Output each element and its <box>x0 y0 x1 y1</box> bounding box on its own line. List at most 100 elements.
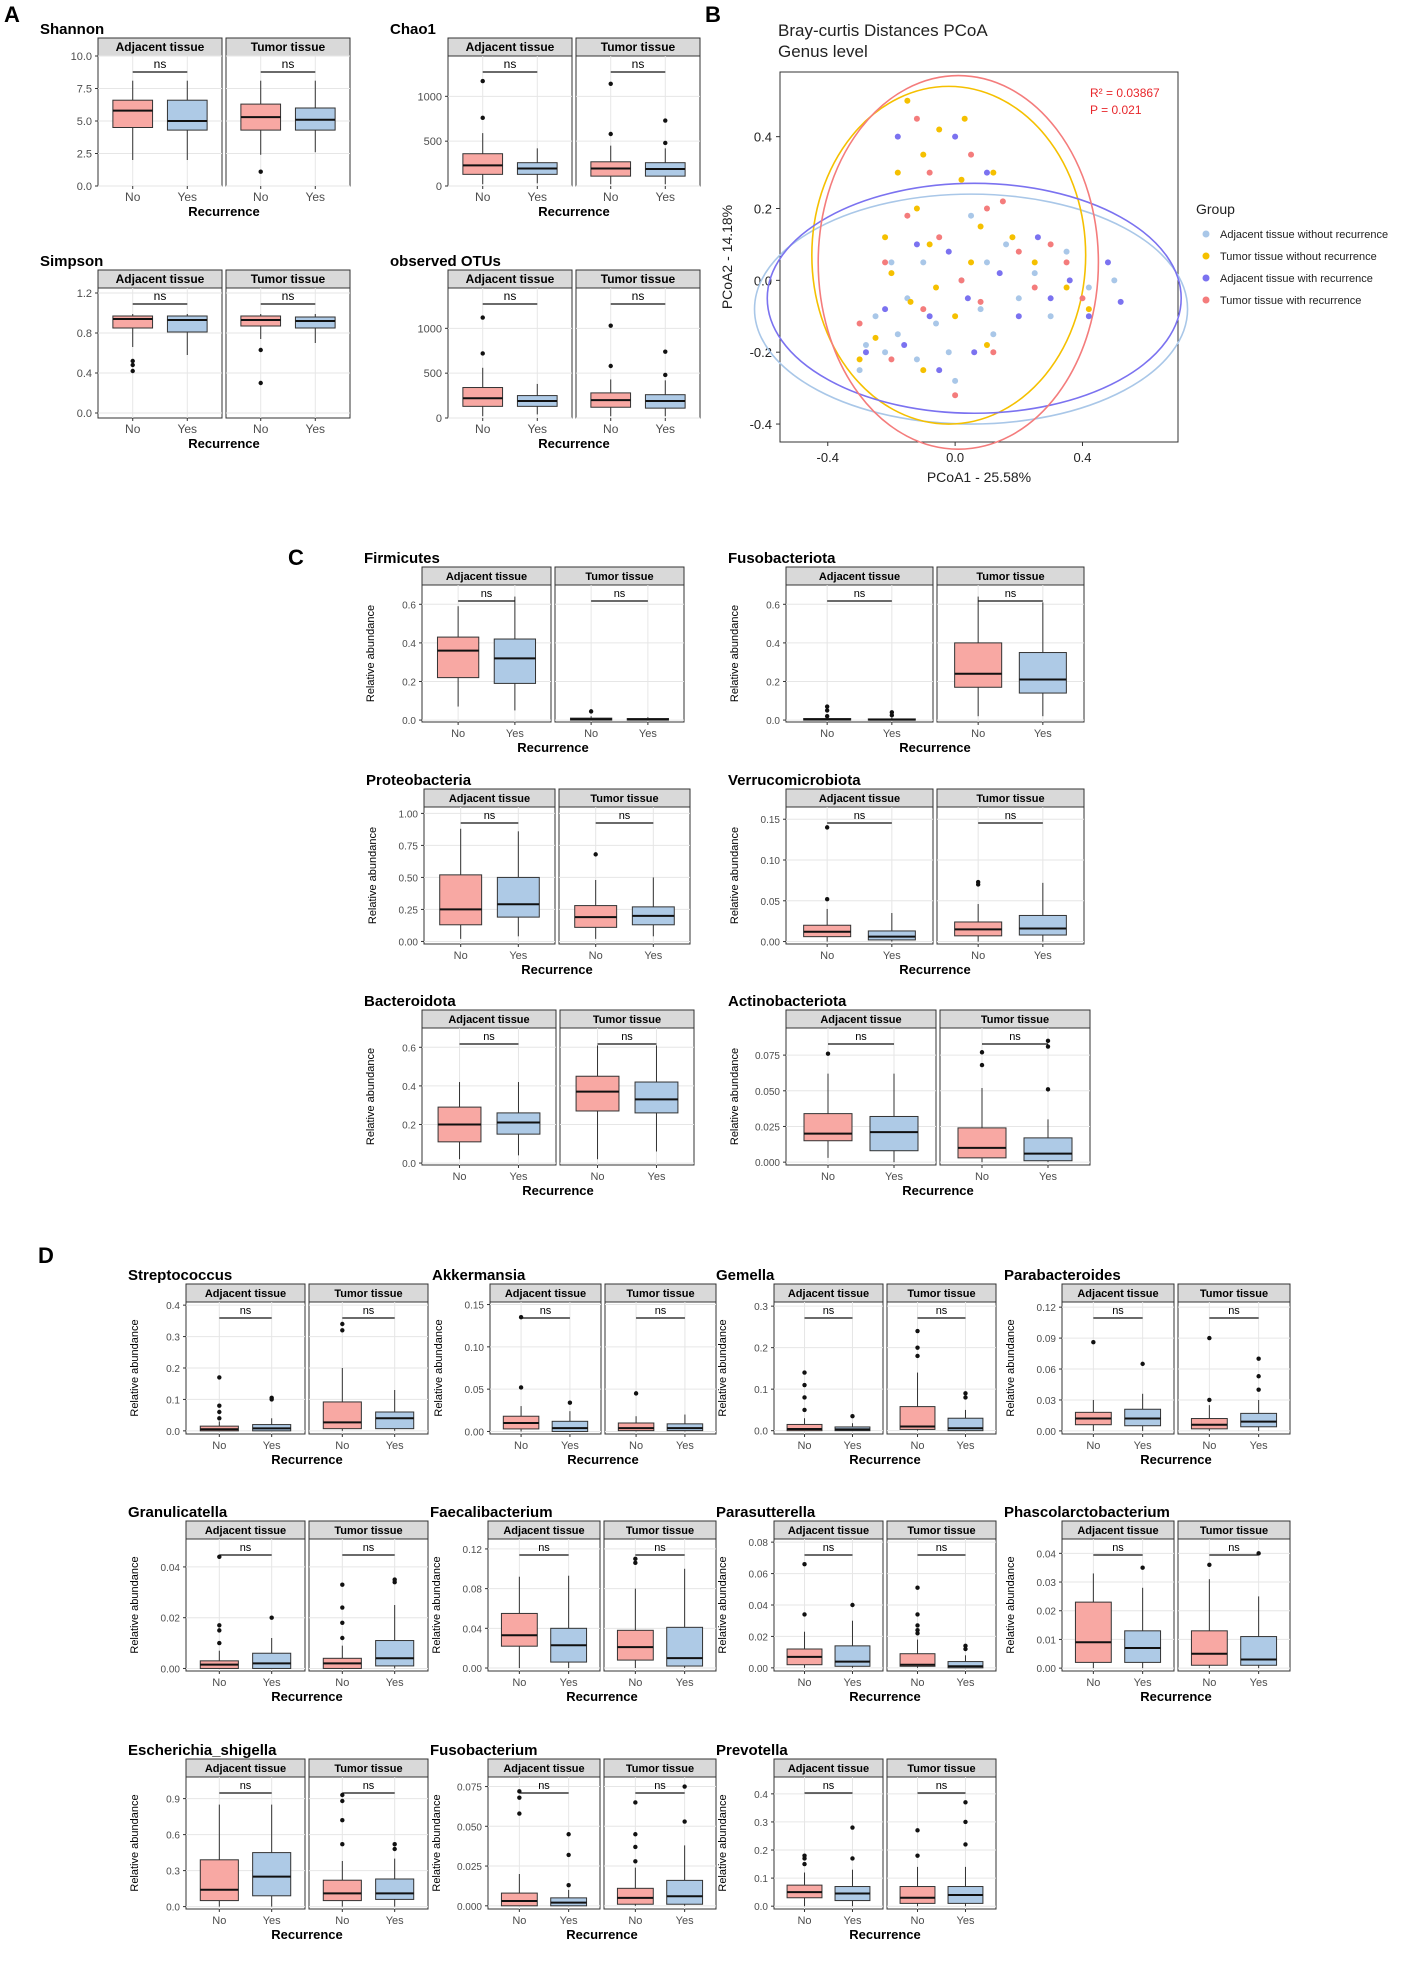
box <box>375 1878 415 1900</box>
outlier-point <box>663 140 668 146</box>
x-axis-label: PCoA1 - 25.58% <box>927 469 1031 485</box>
y-tick-label: 0.8 <box>77 328 92 340</box>
y-tick-label: 1000 <box>418 91 442 103</box>
significance-label: ns <box>154 57 167 71</box>
x-tick-label: Yes <box>263 1677 281 1689</box>
outlier-point <box>802 1853 807 1858</box>
x-tick-label: No <box>628 1915 642 1927</box>
scatter-point <box>983 205 990 212</box>
significance-label: ns <box>1112 1305 1124 1317</box>
x-tick-label: Yes <box>844 1440 862 1452</box>
facet-panel <box>225 287 351 419</box>
x-tick-label: No <box>589 950 603 962</box>
outlier-point <box>915 1612 920 1617</box>
x-axis-label: Recurrence <box>899 740 971 755</box>
facet-label: Adjacent tissue <box>205 1525 286 1537</box>
chart-title: Parabacteroides <box>1004 1267 1121 1284</box>
scatter-point <box>913 241 920 248</box>
facet-label: Adjacent tissue <box>788 1525 869 1537</box>
y-tick-label: 1.00 <box>399 809 419 820</box>
y-tick-label: 0.00 <box>465 1427 485 1438</box>
chart-title: Proteobacteria <box>366 772 472 789</box>
box <box>375 1411 415 1430</box>
significance-label: ns <box>1228 1542 1240 1554</box>
outlier-point <box>663 118 668 123</box>
significance-label: ns <box>240 1542 252 1554</box>
box <box>867 930 916 941</box>
significance-label: ns <box>1228 1305 1240 1317</box>
y-tick-label: 0.00 <box>161 1664 181 1675</box>
x-tick-label: Yes <box>527 422 547 436</box>
x-tick-label: No <box>253 190 269 204</box>
y-tick-label: 7.5 <box>77 84 92 96</box>
y-tick-label: 0.02 <box>1037 1607 1057 1618</box>
scatter-point <box>1085 306 1092 313</box>
scatter-point <box>926 241 933 248</box>
box <box>786 1423 823 1432</box>
panel-letter-d: D <box>38 1243 54 1268</box>
outlier-point <box>566 1852 571 1858</box>
scatter-point <box>1066 277 1073 284</box>
outlier-point <box>217 1628 222 1633</box>
outlier-point <box>633 1560 638 1566</box>
y-tick-label: 10.0 <box>71 51 92 63</box>
outlier-point <box>130 362 135 368</box>
x-tick-label: No <box>335 1915 349 1927</box>
significance-label: ns <box>823 1780 835 1792</box>
y-tick-label: 1.2 <box>77 288 92 300</box>
x-axis-label: Recurrence <box>188 204 260 219</box>
outlier-point <box>608 81 613 86</box>
panel-letter-a: A <box>4 2 20 27</box>
chart-title: Chao1 <box>390 21 436 38</box>
scatter-point <box>933 284 940 291</box>
x-tick-label: No <box>797 1915 811 1927</box>
y-axis-label: Relative abundance <box>367 827 379 924</box>
x-tick-label: No <box>514 1440 528 1452</box>
scatter-point <box>990 169 997 176</box>
outlier-point <box>963 1395 968 1400</box>
chart-title: Faecalibacterium <box>430 1504 553 1521</box>
outlier-point <box>633 1391 639 1396</box>
x-tick-label: Yes <box>177 190 197 204</box>
y-tick-label: 0.04 <box>749 1601 769 1612</box>
y-tick-label: 0 <box>436 413 442 425</box>
outlier-point <box>1045 1087 1051 1092</box>
y-tick-label: 0.03 <box>1037 1396 1057 1407</box>
x-tick-label: No <box>821 1171 835 1183</box>
scatter-point <box>872 334 879 341</box>
x-axis-label: Recurrence <box>902 1183 974 1198</box>
x-tick-label: No <box>910 1915 924 1927</box>
box <box>500 1892 538 1907</box>
scatter-point <box>872 313 879 320</box>
y-tick-label: 0.000 <box>755 1158 780 1169</box>
x-tick-label: Yes <box>676 1677 694 1689</box>
scatter-point <box>990 349 997 356</box>
y-tick-label: 0.00 <box>1037 1427 1057 1438</box>
scatter-point <box>958 277 965 284</box>
scatter-point <box>945 248 952 255</box>
box <box>899 1653 936 1667</box>
significance-label: ns <box>936 1305 948 1317</box>
box <box>496 876 540 918</box>
outlier-point <box>480 315 485 320</box>
outlier-point <box>517 1795 522 1800</box>
significance-label: ns <box>1009 1031 1021 1043</box>
facet-label: Tumor tissue <box>976 793 1044 805</box>
x-tick-label: Yes <box>1134 1677 1152 1689</box>
scatter-point <box>952 377 959 384</box>
x-tick-label: Yes <box>639 728 657 740</box>
significance-label: ns <box>621 1031 633 1043</box>
y-tick-label: 0.06 <box>749 1570 769 1581</box>
y-axis-label: Relative abundance <box>365 605 377 702</box>
box <box>634 1081 679 1114</box>
r2-annotation: R² = 0.03867 <box>1090 86 1160 100</box>
outlier-point <box>1140 1565 1145 1570</box>
outlier-point <box>392 1846 397 1852</box>
y-axis-label: Relative abundance <box>1005 1556 1017 1653</box>
legend-swatch <box>1202 274 1210 282</box>
scatter-point <box>958 176 965 183</box>
chart-title: Streptococcus <box>128 1267 232 1284</box>
pcoa-subtitle: Genus level <box>778 42 868 61</box>
facet-panel <box>604 1301 717 1435</box>
y-tick-label: 0.0 <box>402 1159 416 1170</box>
